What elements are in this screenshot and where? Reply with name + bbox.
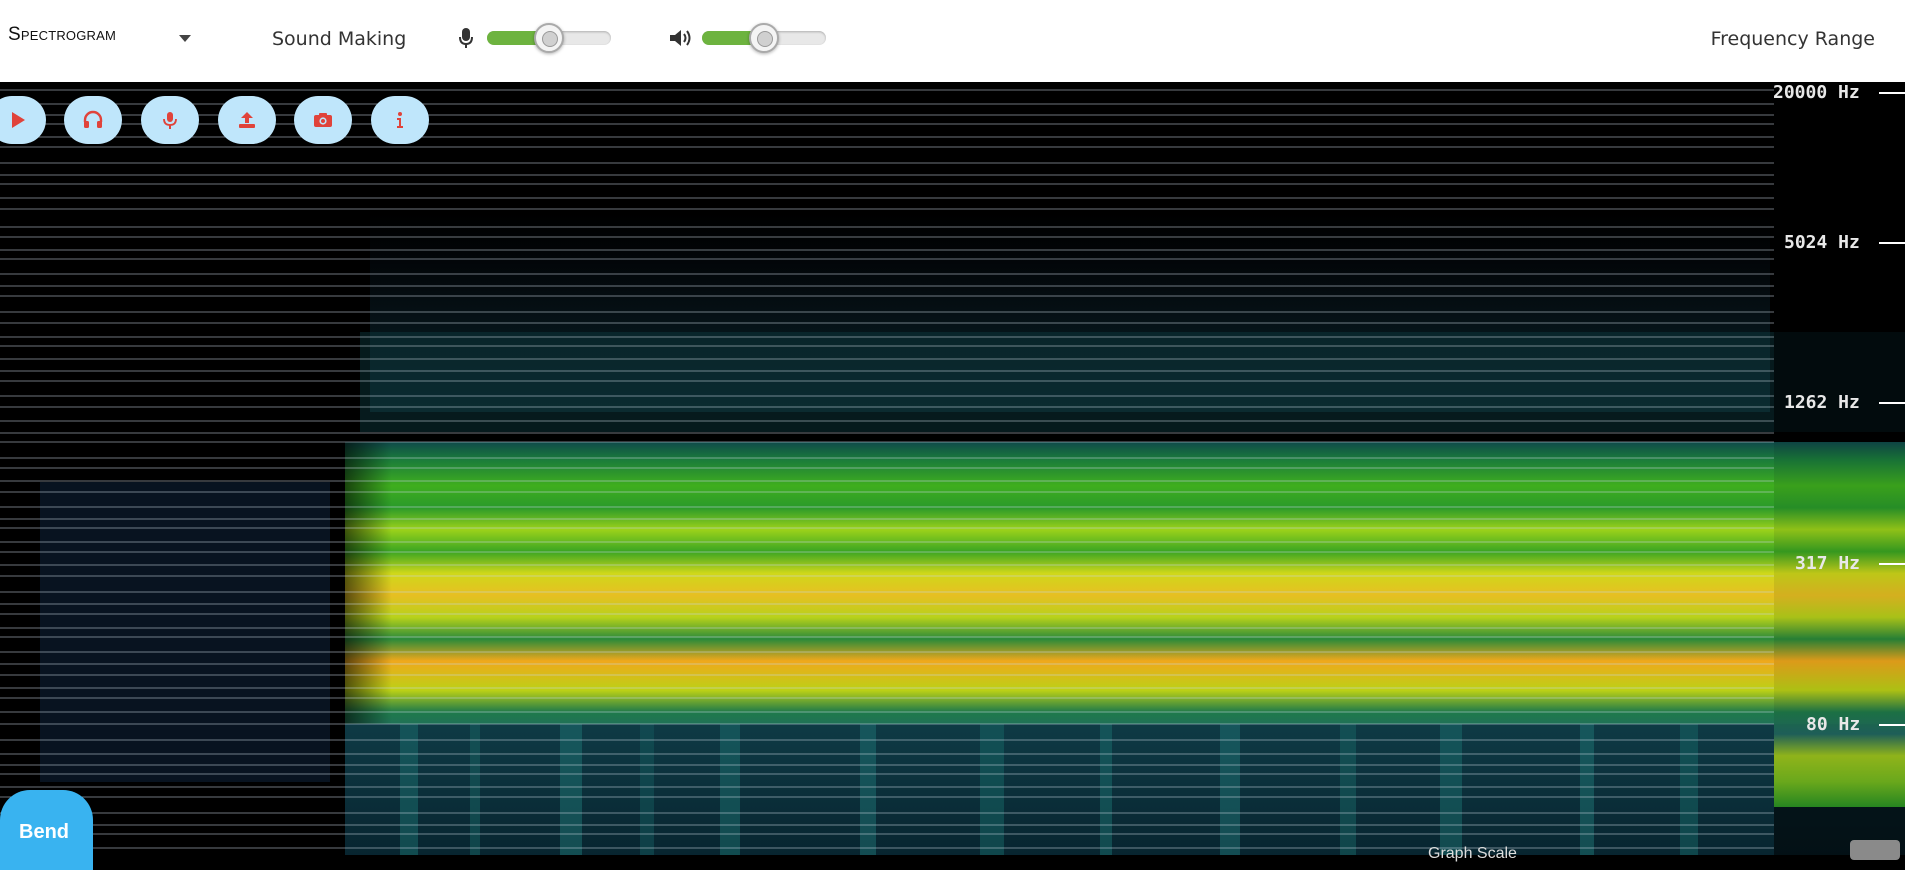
info-button[interactable] (371, 96, 429, 144)
microphone-icon (459, 28, 473, 48)
mic-volume-handle[interactable] (534, 23, 564, 53)
app-title[interactable]: Spectrogram (8, 24, 117, 45)
tick-mark (1879, 563, 1905, 565)
resize-handle[interactable] (1850, 840, 1900, 860)
mic-volume-fill (487, 31, 549, 45)
sound-making-menu[interactable]: Sound Making (272, 28, 407, 50)
tick-mark (1879, 92, 1905, 94)
tick-label-5024: 5024 Hz (1784, 232, 1860, 253)
tick-label-20000: 20000 Hz (1773, 82, 1860, 103)
low-frequency-columns (400, 724, 1698, 855)
app-menu-caret-icon[interactable] (179, 35, 191, 42)
left-noise-region (40, 482, 330, 782)
speaker-volume-slider[interactable] (702, 23, 826, 53)
speaker-volume-fill (702, 31, 764, 45)
upload-button[interactable] (218, 96, 276, 144)
bend-button[interactable]: Bend (0, 790, 93, 870)
tick-mark (1879, 402, 1905, 404)
upload-icon (239, 112, 255, 128)
play-button[interactable] (0, 96, 46, 144)
snapshot-button[interactable] (294, 96, 352, 144)
tick-label-1262: 1262 Hz (1784, 392, 1860, 413)
record-button[interactable] (141, 96, 199, 144)
mic-volume-slider[interactable] (487, 23, 611, 53)
graph-scale-label[interactable]: Graph Scale (1428, 845, 1517, 862)
tick-mark (1879, 724, 1905, 726)
low-frequency-region (345, 724, 1905, 855)
mid-harmonics-region (360, 332, 1905, 432)
info-icon (397, 112, 403, 128)
listen-button[interactable] (64, 96, 122, 144)
bend-button-label: Bend (19, 821, 69, 843)
tick-label-80: 80 Hz (1806, 714, 1861, 735)
play-icon (12, 112, 25, 128)
top-bar: Spectrogram Sound Making Frequency Range (0, 0, 1905, 82)
microphone-icon (163, 112, 177, 129)
tick-mark (1879, 242, 1905, 244)
speaker-icon (670, 30, 691, 46)
speaker-volume-handle[interactable] (749, 23, 779, 53)
frequency-grid-lines (0, 89, 1774, 849)
frequency-range-menu[interactable]: Frequency Range (1710, 28, 1875, 50)
spectrogram-view[interactable]: 20000 Hz 5024 Hz 1262 Hz 317 Hz 80 Hz (0, 82, 1905, 855)
headphones-icon (83, 110, 103, 128)
axis-band-strip (1774, 442, 1905, 807)
camera-icon (314, 113, 332, 127)
spectrogram-canvas (0, 82, 1905, 855)
tick-label-317: 317 Hz (1795, 553, 1861, 574)
